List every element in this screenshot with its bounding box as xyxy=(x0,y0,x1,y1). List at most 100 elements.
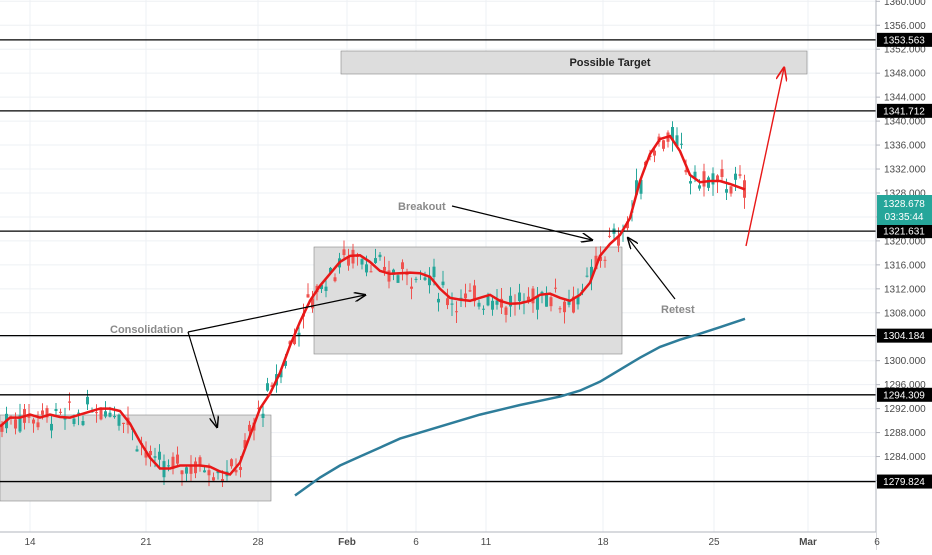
candle-body xyxy=(54,408,58,412)
candle-body xyxy=(477,302,481,307)
x-tick-label: 18 xyxy=(597,537,609,548)
candle-body xyxy=(113,415,116,418)
candle-body xyxy=(590,266,593,279)
x-tick-label: 6 xyxy=(874,537,880,548)
countdown: 03:35:44 xyxy=(885,212,924,223)
projection-arrow xyxy=(745,68,784,247)
y-tick-label: 1328.000 xyxy=(884,188,926,199)
candle-body xyxy=(653,150,656,156)
candle-body xyxy=(95,412,98,414)
candle-body xyxy=(428,275,431,286)
candle-body xyxy=(378,254,382,258)
candle-body xyxy=(320,284,323,290)
y-tick-label: 1348.000 xyxy=(884,69,926,80)
candle-body xyxy=(369,271,373,273)
candle-body xyxy=(423,277,427,280)
x-tick-label: 14 xyxy=(24,537,36,548)
candle-body xyxy=(279,369,283,378)
candle-body xyxy=(468,290,472,292)
time-axis xyxy=(0,532,876,550)
candle-body xyxy=(396,275,400,283)
candle-body xyxy=(684,170,688,173)
ma-slow-line xyxy=(294,317,746,497)
candle-body xyxy=(270,385,274,388)
level-tag-label: 1294.309 xyxy=(883,390,925,401)
candle-body xyxy=(41,410,44,415)
consolidation-label: Consolidation xyxy=(110,324,184,336)
candle-body xyxy=(383,266,386,271)
candle-body xyxy=(693,171,697,180)
candle-body xyxy=(720,169,724,178)
candle-body xyxy=(266,383,269,391)
candle-body xyxy=(392,269,395,275)
candle-body xyxy=(239,467,242,470)
candle-body xyxy=(549,297,553,307)
level-tag xyxy=(877,224,932,239)
candle-body xyxy=(68,401,71,403)
candle-body xyxy=(725,189,728,193)
candle-body xyxy=(306,294,310,298)
candle-body xyxy=(176,454,179,464)
breakout-arrow xyxy=(451,205,592,240)
candle-body xyxy=(32,419,35,424)
candle-body xyxy=(563,301,566,313)
candle-body xyxy=(257,407,260,409)
candle-body xyxy=(662,140,665,149)
target-label: Possible Target xyxy=(569,57,650,69)
candle-body xyxy=(342,249,346,256)
candle-body xyxy=(248,424,251,432)
candle-body xyxy=(189,466,193,474)
candle-body xyxy=(135,449,139,452)
candle-body xyxy=(212,477,215,481)
candle-body xyxy=(576,296,580,305)
candle-body xyxy=(482,308,485,310)
candle-body xyxy=(518,292,521,302)
x-tick-label: 25 xyxy=(708,537,720,548)
level-tag-label: 1321.631 xyxy=(883,227,925,238)
candle-body xyxy=(675,135,679,146)
candle-body xyxy=(450,303,454,305)
y-tick-label: 1332.000 xyxy=(884,165,926,176)
candle-body xyxy=(405,273,409,276)
candle-body xyxy=(567,300,571,305)
candle-body xyxy=(414,278,418,280)
candle-body xyxy=(432,266,436,278)
candle-body xyxy=(711,173,715,185)
candle-body xyxy=(486,294,490,306)
candle-body xyxy=(639,179,643,194)
candle-body xyxy=(698,185,701,189)
candle-body xyxy=(617,235,620,246)
candle-body xyxy=(626,221,629,229)
candle-body xyxy=(446,298,449,306)
candle-body xyxy=(527,296,530,301)
y-tick-label: 1288.000 xyxy=(884,428,926,439)
y-ticks: 1280.0001284.0001288.0001292.0001296.000… xyxy=(876,0,926,487)
candle-body xyxy=(545,294,548,307)
level-tag xyxy=(877,103,932,118)
candle-body xyxy=(86,396,89,405)
candle-body xyxy=(464,293,467,299)
candle-body xyxy=(374,258,377,263)
level-tag xyxy=(877,328,932,343)
candle-body xyxy=(194,461,197,474)
price-axis xyxy=(876,0,932,550)
x-tick-label: 11 xyxy=(481,537,492,548)
x-tick-label: 21 xyxy=(140,537,152,548)
level-tag-label: 1304.184 xyxy=(883,331,925,342)
level-tag xyxy=(877,387,932,402)
candle-body xyxy=(293,335,296,345)
candle-body xyxy=(72,418,76,424)
candle-body xyxy=(104,411,107,417)
candle-body xyxy=(599,256,602,261)
y-tick-label: 1340.000 xyxy=(884,117,926,128)
candle-body xyxy=(108,412,112,417)
candle-body xyxy=(149,450,152,456)
candle-body xyxy=(284,360,287,366)
consolidation-zone-1 xyxy=(0,414,272,502)
candle-body xyxy=(311,298,314,309)
candle-body xyxy=(441,281,445,286)
candle-body xyxy=(509,295,512,307)
candle-body xyxy=(729,186,733,194)
candle-body xyxy=(243,440,247,448)
